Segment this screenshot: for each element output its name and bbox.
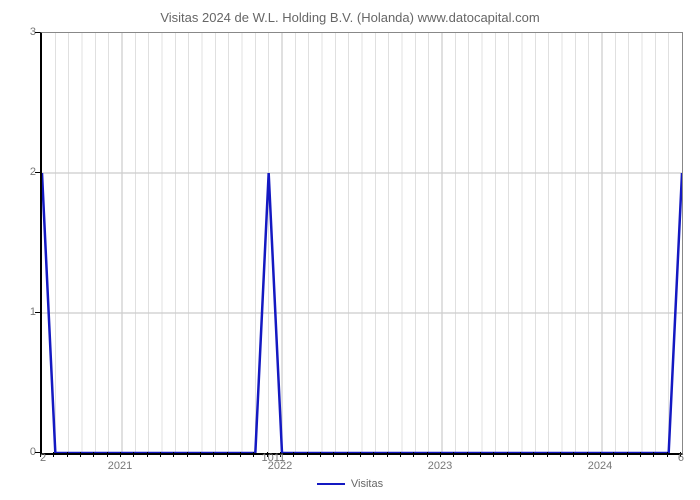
x-tick <box>320 452 322 457</box>
x-tick <box>387 452 389 457</box>
x-tick <box>200 452 202 457</box>
x-tick <box>653 452 655 457</box>
x-tick <box>227 452 229 457</box>
x-tick <box>173 452 175 457</box>
y-tick <box>35 312 40 314</box>
x-tick <box>493 452 495 457</box>
below-axis-mid: 1011 <box>262 452 286 464</box>
x-tick <box>240 452 242 457</box>
x-tick <box>293 452 295 457</box>
y-tick <box>35 172 40 174</box>
below-axis-left: 2 <box>40 452 46 464</box>
x-tick <box>347 452 349 457</box>
below-axis-right: 6 <box>678 452 684 464</box>
chart-title: Visitas 2024 de W.L. Holding B.V. (Holan… <box>10 10 690 25</box>
x-tick <box>400 452 402 457</box>
chart-container: Visitas 2024 de W.L. Holding B.V. (Holan… <box>10 10 690 490</box>
legend-swatch <box>317 483 345 485</box>
x-tick <box>133 452 135 457</box>
x-tick <box>507 452 509 457</box>
x-tick <box>67 452 69 457</box>
legend: Visitas <box>10 478 690 490</box>
x-tick <box>427 452 429 457</box>
chart-svg <box>42 33 682 453</box>
x-tick <box>333 452 335 457</box>
x-tick <box>560 452 562 457</box>
x-tick <box>453 452 455 457</box>
x-tick <box>640 452 642 457</box>
x-tick <box>80 452 82 457</box>
x-tick <box>187 452 189 457</box>
x-major-label: 2023 <box>428 460 452 472</box>
grid-lines <box>42 33 682 453</box>
x-tick <box>53 452 55 457</box>
x-major-label: 2021 <box>108 460 132 472</box>
x-tick <box>373 452 375 457</box>
x-tick <box>413 452 415 457</box>
x-tick <box>307 452 309 457</box>
x-tick <box>533 452 535 457</box>
x-tick <box>160 452 162 457</box>
x-tick <box>667 452 669 457</box>
legend-label: Visitas <box>351 478 383 490</box>
plot-area <box>40 32 683 455</box>
x-tick <box>547 452 549 457</box>
x-tick <box>587 452 589 457</box>
x-tick <box>213 452 215 457</box>
x-tick <box>120 452 122 457</box>
x-tick <box>440 452 442 457</box>
x-major-label: 2024 <box>588 460 612 472</box>
y-tick <box>35 32 40 34</box>
x-tick <box>107 452 109 457</box>
x-tick <box>93 452 95 457</box>
x-tick <box>573 452 575 457</box>
x-tick <box>467 452 469 457</box>
x-tick <box>147 452 149 457</box>
x-tick <box>253 452 255 457</box>
x-tick <box>600 452 602 457</box>
x-tick <box>613 452 615 457</box>
x-tick <box>627 452 629 457</box>
x-tick <box>520 452 522 457</box>
x-tick <box>480 452 482 457</box>
x-tick <box>360 452 362 457</box>
